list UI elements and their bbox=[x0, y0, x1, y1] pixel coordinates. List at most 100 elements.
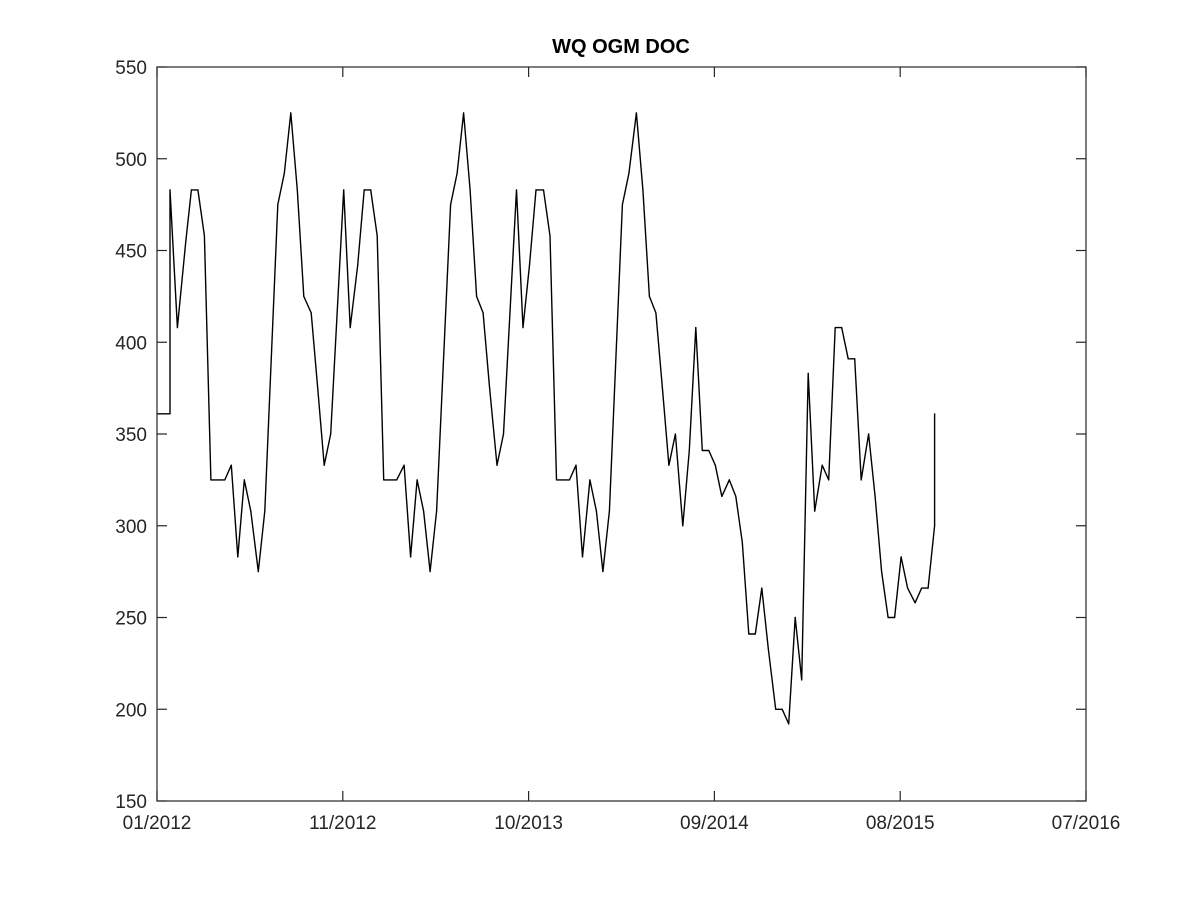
y-tick-label: 500 bbox=[115, 150, 147, 171]
data-point bbox=[277, 204, 279, 206]
data-point bbox=[169, 189, 171, 191]
data-point bbox=[748, 633, 750, 635]
data-point bbox=[655, 312, 657, 314]
data-point bbox=[621, 204, 624, 206]
data-point bbox=[522, 327, 524, 329]
plot-area bbox=[157, 67, 1086, 801]
data-point bbox=[562, 479, 564, 481]
data-point bbox=[761, 587, 763, 589]
data-point bbox=[528, 264, 531, 266]
y-tick-label: 550 bbox=[115, 58, 147, 79]
data-point bbox=[250, 510, 252, 512]
data-point bbox=[535, 189, 537, 191]
data-point bbox=[775, 708, 777, 710]
data-point bbox=[642, 189, 644, 191]
data-point bbox=[735, 495, 737, 497]
data-point bbox=[801, 679, 803, 681]
x-tick-label: 08/2015 bbox=[866, 813, 935, 834]
data-point bbox=[575, 464, 577, 466]
chart-title: WQ OGM DOC bbox=[552, 36, 690, 58]
data-point bbox=[841, 327, 843, 329]
data-point bbox=[403, 464, 405, 466]
data-point bbox=[243, 479, 245, 481]
data-point bbox=[881, 571, 883, 573]
data-point bbox=[814, 510, 816, 512]
data-point bbox=[176, 327, 178, 329]
data-point bbox=[416, 479, 418, 481]
data-point bbox=[303, 295, 305, 297]
data-point bbox=[290, 112, 292, 114]
x-tick-label: 01/2012 bbox=[123, 813, 192, 834]
data-point bbox=[589, 479, 591, 481]
data-point bbox=[210, 479, 212, 481]
data-point bbox=[185, 240, 187, 242]
data-point bbox=[169, 413, 171, 415]
data-point bbox=[602, 571, 604, 573]
data-point bbox=[834, 327, 836, 329]
data-point bbox=[323, 464, 325, 466]
data-point bbox=[807, 372, 809, 374]
data-point bbox=[203, 235, 205, 237]
data-point bbox=[502, 433, 505, 435]
data-point bbox=[237, 556, 239, 558]
data-point bbox=[847, 358, 849, 360]
data-point bbox=[224, 479, 226, 481]
data-point bbox=[674, 433, 677, 435]
data-point bbox=[476, 295, 478, 297]
y-tick-label: 400 bbox=[115, 333, 147, 354]
data-point bbox=[581, 556, 584, 558]
data-point bbox=[874, 495, 876, 497]
data-point bbox=[463, 112, 465, 114]
data-point bbox=[608, 510, 611, 512]
data-point bbox=[283, 172, 285, 174]
data-point bbox=[682, 525, 684, 527]
data-point bbox=[383, 479, 385, 481]
data-point bbox=[190, 189, 192, 191]
data-point bbox=[788, 723, 790, 725]
data-point bbox=[767, 648, 769, 650]
data-point bbox=[628, 172, 630, 174]
data-point bbox=[389, 479, 391, 481]
data-point bbox=[296, 189, 298, 191]
series-layer bbox=[156, 112, 936, 725]
x-tick-label: 10/2013 bbox=[494, 813, 563, 834]
data-point bbox=[436, 510, 438, 512]
data-point bbox=[894, 616, 896, 619]
data-point bbox=[343, 189, 345, 191]
data-point bbox=[264, 510, 266, 512]
y-tick-label: 150 bbox=[115, 792, 147, 813]
data-point bbox=[794, 616, 796, 619]
data-point bbox=[469, 189, 471, 191]
data-point bbox=[648, 295, 651, 297]
data-point bbox=[714, 464, 716, 466]
data-point bbox=[921, 587, 923, 589]
series-line bbox=[157, 112, 936, 725]
data-point bbox=[257, 571, 259, 573]
data-point bbox=[821, 464, 823, 466]
data-point bbox=[688, 449, 690, 452]
data-point bbox=[515, 189, 518, 191]
data-point bbox=[754, 633, 756, 635]
y-tick-label: 350 bbox=[115, 425, 147, 446]
data-point bbox=[549, 235, 551, 237]
axes-box bbox=[156, 66, 1087, 802]
data-point bbox=[887, 616, 889, 619]
data-point bbox=[450, 204, 452, 206]
data-point bbox=[907, 587, 909, 589]
data-point bbox=[568, 479, 571, 481]
data-point bbox=[363, 189, 365, 191]
data-point bbox=[456, 172, 458, 174]
data-point bbox=[429, 571, 431, 573]
data-point bbox=[197, 189, 199, 191]
data-point bbox=[828, 479, 830, 481]
y-tick-label: 200 bbox=[115, 700, 147, 721]
data-point bbox=[349, 327, 351, 329]
data-point bbox=[423, 510, 425, 512]
data-point bbox=[376, 235, 378, 237]
data-point bbox=[741, 541, 743, 543]
x-tick-label: 11/2012 bbox=[309, 813, 376, 834]
data-point bbox=[489, 387, 491, 389]
data-point bbox=[496, 464, 498, 466]
data-point bbox=[410, 556, 412, 558]
data-point bbox=[914, 602, 916, 604]
